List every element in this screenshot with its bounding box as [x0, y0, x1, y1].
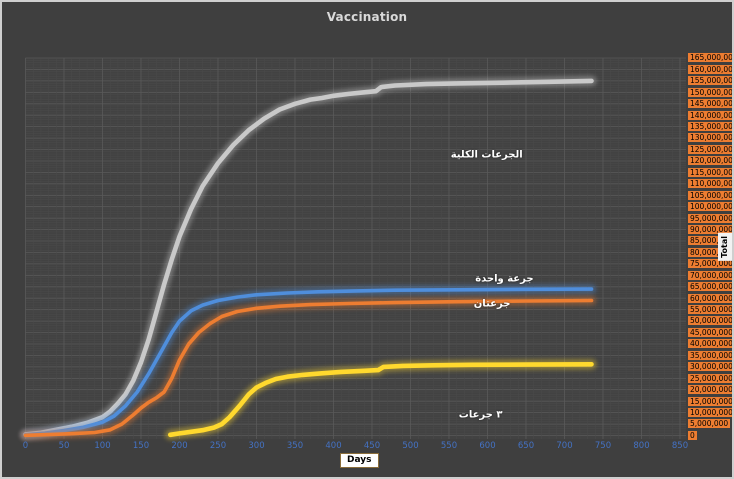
y-tick-label: 140,000,000 — [688, 110, 732, 120]
x-tick-label: 850 — [671, 441, 689, 451]
y-tick-label: 95,000,000 — [688, 213, 733, 223]
y-tick-label: 70,000,000 — [688, 270, 733, 280]
x-tick-label: 800 — [633, 441, 650, 451]
gridlines — [25, 57, 686, 439]
y-tick-label: 90,000,000 — [688, 224, 733, 234]
y-axis-title: Total — [718, 233, 732, 261]
x-tick-label: 750 — [594, 441, 612, 451]
series-label: ٣ جرعات — [458, 409, 503, 421]
series-line-two-doses — [23, 298, 594, 438]
y-tick-label: 100,000,000 — [688, 202, 732, 211]
y-tick-label: 75,000,000 — [688, 259, 733, 269]
x-tick-label: 450 — [363, 441, 381, 451]
y-tick-label: 10,000,000 — [688, 407, 733, 417]
y-tick-label: 5,000,000 — [688, 419, 731, 429]
chart-title: Vaccination — [326, 10, 408, 24]
x-tick-label: 0 — [22, 441, 29, 451]
y-tick-label: 80,000,000 — [688, 247, 733, 257]
y-tick-label: 115,000,000 — [688, 167, 732, 177]
y-tick-label: 165,000,000 — [688, 53, 732, 63]
x-tick-label: 250 — [209, 441, 227, 451]
x-axis-title: Days — [340, 453, 379, 468]
x-tick-label: 400 — [325, 441, 342, 451]
x-tick-label: 350 — [286, 441, 304, 451]
y-tick-label: 130,000,000 — [688, 133, 732, 143]
y-tick-label: 15,000,000 — [688, 396, 733, 406]
x-tick-label: 500 — [402, 441, 419, 451]
x-tick-label: 300 — [248, 441, 265, 451]
y-tick-label: 45,000,000 — [688, 327, 733, 337]
series-lines — [20, 75, 597, 440]
series-label: جرعة واحدة — [475, 273, 534, 285]
x-tick-label: 700 — [556, 441, 573, 451]
x-tick-label: 650 — [517, 441, 535, 451]
y-tick-label: 20,000,000 — [688, 385, 733, 394]
y-tick-label: 135,000,000 — [688, 121, 732, 131]
y-tick-label: 110,000,000 — [688, 179, 732, 189]
y-tick-label: 145,000,000 — [688, 99, 732, 109]
x-tick-label: 100 — [94, 441, 111, 451]
series-line-total-doses — [23, 78, 594, 437]
y-tick-label: 65,000,000 — [688, 282, 733, 292]
x-tick-label: 550 — [440, 441, 458, 451]
y-tick-label: 30,000,000 — [688, 362, 733, 372]
y-tick-label: 35,000,000 — [688, 350, 733, 360]
y-tick-label: 160,000,000 — [688, 64, 732, 74]
y-tick-label: 155,000,000 — [688, 76, 732, 86]
series-line-three-doses — [168, 361, 594, 438]
series-line-one-dose — [23, 287, 594, 437]
y-tick-label: 120,000,000 — [688, 156, 732, 166]
y-tick-label: 55,000,000 — [688, 305, 733, 314]
y-tick-label: 25,000,000 — [688, 373, 733, 383]
y-tick-label: 150,000,000 — [688, 87, 732, 97]
x-tick-label: 200 — [171, 441, 188, 451]
x-tick-label: 50 — [58, 441, 70, 451]
y-tick-label: 125,000,000 — [688, 144, 732, 154]
y-tick-label: 50,000,000 — [688, 316, 733, 326]
x-tick-label: 600 — [479, 441, 496, 451]
y-tick-label: 85,000,000 — [688, 236, 733, 246]
y-tick-label: 0 — [688, 430, 697, 440]
series-label: جرعتان — [473, 298, 511, 310]
y-tick-label: 60,000,000 — [688, 293, 733, 303]
series-label: الجرعات الكلية — [450, 149, 523, 161]
y-tick-label: 105,000,000 — [688, 190, 732, 200]
y-tick-label: 40,000,000 — [688, 339, 733, 349]
x-tick-label: 150 — [132, 441, 150, 451]
